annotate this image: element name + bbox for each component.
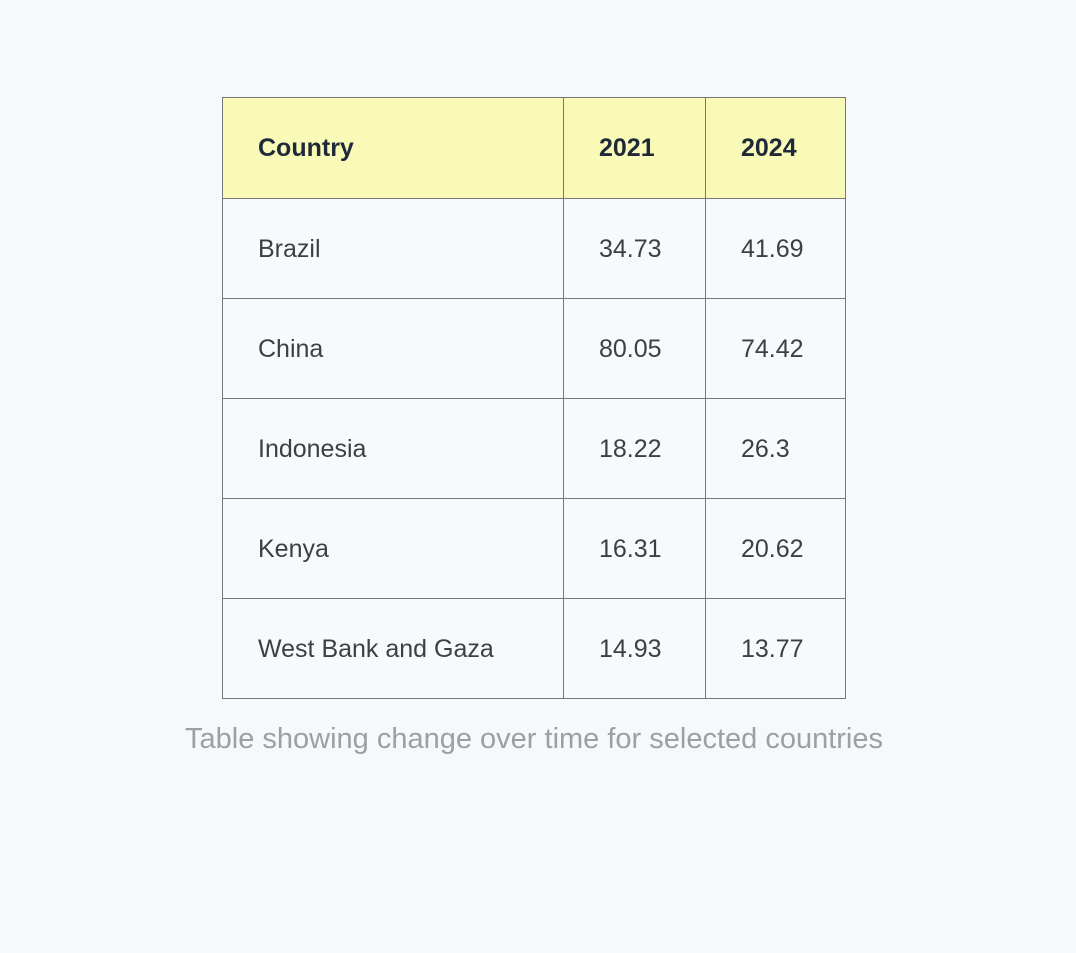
cell-country: Brazil [222,198,564,299]
cell-country: China [222,298,564,399]
table-body: Brazil 34.73 41.69 China 80.05 74.42 Ind… [222,198,846,699]
cell-country: West Bank and Gaza [222,598,564,699]
table-row: Kenya 16.31 20.62 [222,498,846,599]
cell-2021: 34.73 [563,198,706,299]
table-header: Country 2021 2024 [222,97,846,199]
table-row: China 80.05 74.42 [222,298,846,399]
cell-2024: 13.77 [705,598,846,699]
cell-2024: 74.42 [705,298,846,399]
column-header-2021: 2021 [563,97,706,199]
table-row: West Bank and Gaza 14.93 13.77 [222,598,846,699]
table-caption: Table showing change over time for selec… [185,723,883,755]
data-table: Country 2021 2024 Brazil 34.73 41.69 Chi… [222,97,846,699]
table-header-row: Country 2021 2024 [222,97,846,199]
cell-2024: 20.62 [705,498,846,599]
cell-2024: 41.69 [705,198,846,299]
cell-2021: 18.22 [563,398,706,499]
cell-2021: 16.31 [563,498,706,599]
cell-2021: 14.93 [563,598,706,699]
table-row: Indonesia 18.22 26.3 [222,398,846,499]
table-row: Brazil 34.73 41.69 [222,198,846,299]
page: Country 2021 2024 Brazil 34.73 41.69 Chi… [0,97,1076,953]
column-header-country: Country [222,97,564,199]
cell-2024: 26.3 [705,398,846,499]
column-header-2024: 2024 [705,97,846,199]
cell-country: Indonesia [222,398,564,499]
cell-2021: 80.05 [563,298,706,399]
cell-country: Kenya [222,498,564,599]
